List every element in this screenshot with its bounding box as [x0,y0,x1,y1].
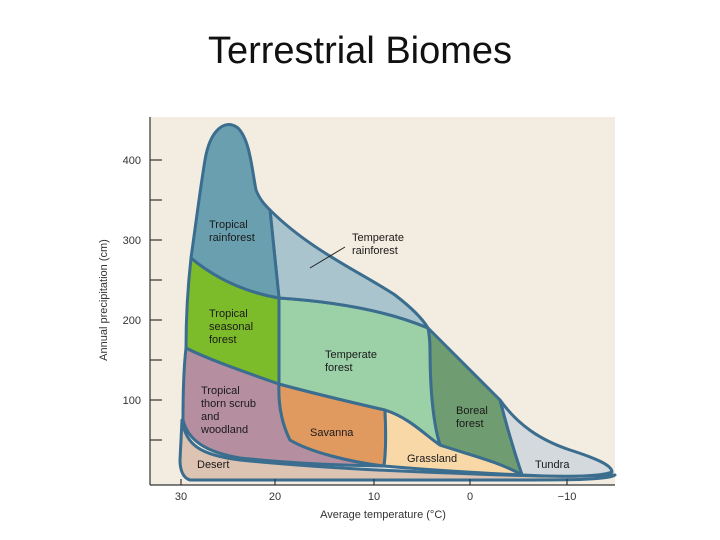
y-tick-label: 200 [123,315,141,327]
y-tick-label: 400 [123,155,141,167]
label-temperate-forest: Temperate forest [325,349,380,374]
x-tick-label: 20 [269,491,281,503]
label-tropical-rainforest: Tropical rainforest [209,219,255,244]
label-boreal-forest: Boreal forest [456,405,491,430]
slide-title: Terrestrial Biomes [207,30,513,72]
label-tundra: Tundra [535,459,570,471]
region-temperate-rainforest [268,208,430,330]
label-tropical-thorn-scrub: Tropical thorn scrub and woodland [200,385,259,436]
label-desert: Desert [197,459,229,471]
x-tick-label: −10 [558,491,577,503]
x-tick-label: 10 [368,491,380,503]
label-temperate-rainforest: Temperate rainforest [352,232,407,257]
x-tick-label: 0 [467,491,473,503]
y-tick-label: 100 [123,395,141,407]
temperate-rainforest-pointer [309,246,346,269]
label-grassland: Grassland [407,453,457,465]
x-axis-title: Average temperature (°C) [320,509,446,521]
y-tick-label: 300 [123,235,141,247]
region-tropical-rainforest [189,123,281,300]
label-tropical-seasonal-forest: Tropical seasonal forest [209,308,256,346]
y-axis-title: Annual precipitation (cm) [98,239,110,361]
x-tick-label: 30 [175,491,187,503]
label-savanna: Savanna [310,427,354,439]
